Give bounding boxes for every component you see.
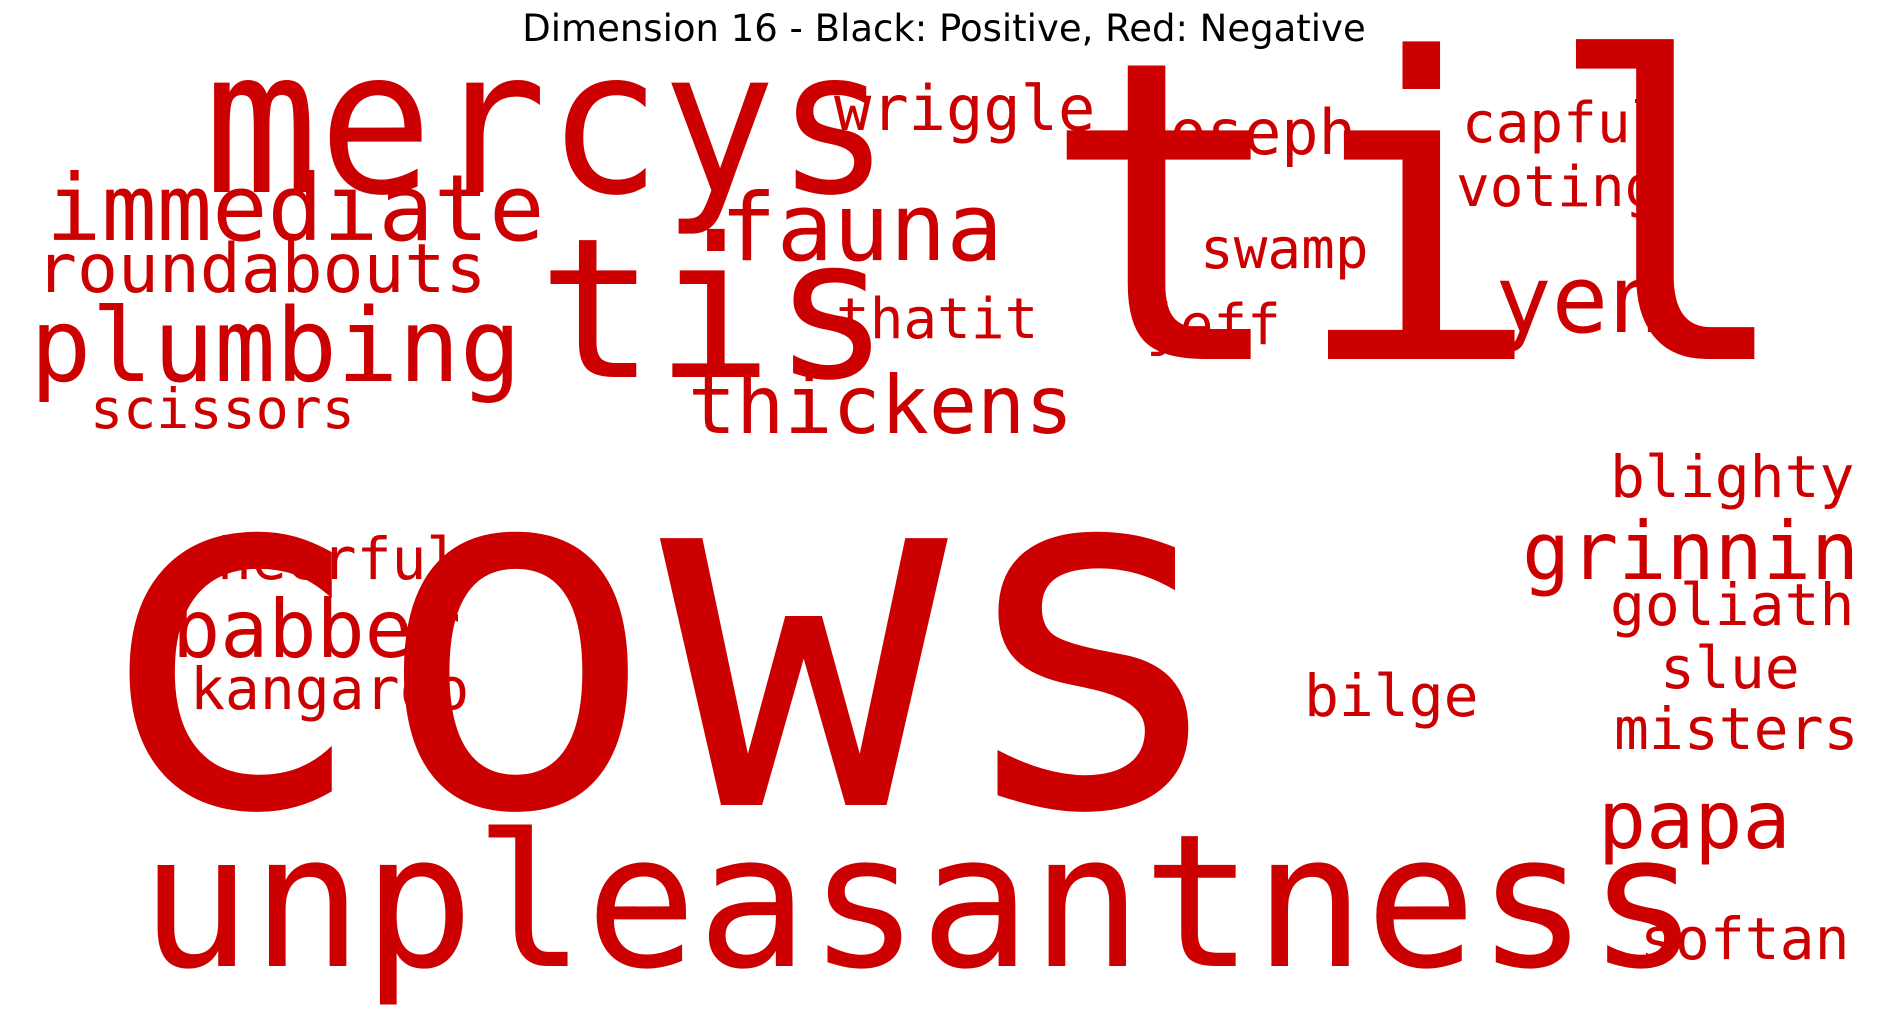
word-mercys: mercys — [204, 7, 891, 240]
word-grinnin: grinnin — [1522, 505, 1860, 598]
word-goliath: goliath — [1610, 571, 1855, 639]
word-fauna: fauna — [720, 174, 1003, 283]
word-bilge: bilge — [1304, 662, 1479, 730]
word-swamp: swamp — [1200, 217, 1369, 282]
chart-title: Dimension 16 - Black: Positive, Red: Neg… — [522, 7, 1366, 50]
word-cheerful: cheerful — [182, 525, 462, 593]
word-thatit: thatit — [836, 287, 1039, 352]
word-cows: cows — [84, 353, 1236, 921]
word-voting: voting — [1456, 155, 1659, 220]
word-yen: yen — [1495, 246, 1665, 355]
word-immediate: immediate — [46, 155, 545, 262]
word-plumbing: plumbing — [30, 287, 522, 406]
word-scissors: scissors — [90, 377, 355, 441]
word-tis: tis — [538, 196, 891, 423]
word-jeff: jeff — [1146, 293, 1281, 358]
word-unpleasantness: unpleasantness — [140, 794, 1700, 1010]
word-thickens: thickens — [688, 359, 1074, 452]
word-roundabouts: roundabouts — [36, 230, 487, 309]
word-wriggle: wriggle — [834, 72, 1096, 145]
word-capful: capful — [1462, 91, 1665, 156]
word-softan: softan — [1640, 905, 1850, 973]
word-joseph: joseph — [1132, 96, 1356, 169]
word-blighty: blighty — [1610, 443, 1855, 511]
word-til: til — [1040, 0, 1795, 458]
word-misters: misters — [1614, 695, 1859, 763]
word-babber: babber — [172, 583, 461, 676]
word-papa: papa — [1598, 774, 1791, 867]
word-slue: slue — [1660, 634, 1800, 702]
word-kangaroo: kangaroo — [190, 655, 470, 723]
